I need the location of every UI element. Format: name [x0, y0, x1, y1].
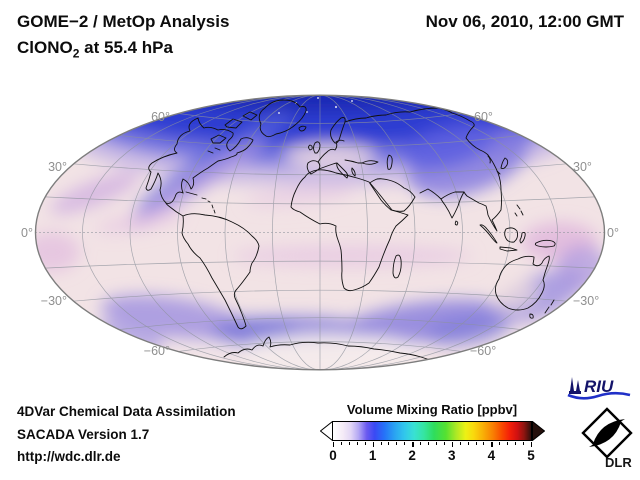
lat-label-0-right: 0°: [607, 226, 619, 240]
coastline-arabia: [369, 178, 416, 212]
dlr-emblem-icon: [581, 407, 633, 459]
colorbar-tick: [451, 442, 454, 447]
colorbar-tick: [443, 442, 445, 445]
lat-label-60n-left: 60°: [151, 110, 170, 124]
colorbar-tick: [372, 442, 374, 447]
colorbar-tick-label: 1: [368, 448, 377, 463]
footer-assimilation-label: 4DVar Chemical Data Assimilation: [17, 404, 236, 419]
pressure-level-label: at 55.4 hPa: [79, 38, 173, 57]
colorbar-tick-labels: 0 1 2 3 4 5: [329, 448, 535, 464]
colorbar-tick-label: 3: [448, 448, 456, 463]
riu-cathedral-icon: [569, 377, 581, 394]
dlr-logo: DLR: [581, 407, 633, 470]
lat-label-30s-right: −30°: [573, 294, 600, 308]
coastline-europe: [306, 117, 393, 179]
footer: 4DVar Chemical Data Assimilation SACADA …: [17, 401, 236, 469]
colorbar-left-arrow: [320, 421, 333, 441]
coastline-australia: [494, 255, 555, 319]
graticule-layer: [36, 95, 604, 370]
species-subscript: 2: [72, 46, 80, 61]
colorbar-tick: [388, 442, 390, 445]
colorbar-tick: [380, 442, 382, 445]
colorbar-tick: [475, 442, 477, 445]
coastline-antarctica: [223, 336, 434, 362]
colorbar-tick: [333, 442, 335, 447]
colorbar: Volume Mixing Ratio [ppbv] 0 1 2 3 4 5: [320, 402, 545, 474]
colorbar-tick: [515, 442, 517, 445]
species-name: ClONO: [17, 38, 73, 57]
lat-label-60n-right: 60°: [474, 110, 493, 124]
colorbar-tick: [404, 442, 406, 445]
coastlines-layer: [145, 99, 556, 362]
colorbar-right-arrow: [532, 421, 545, 441]
dlr-logo-text: DLR: [605, 455, 632, 470]
colorbar-gradient: [332, 421, 532, 441]
colorbar-tick: [523, 442, 525, 445]
colorbar-tick: [412, 442, 414, 447]
colorbar-tick: [483, 442, 485, 445]
colorbar-tick-label: 0: [329, 448, 337, 463]
riu-swoosh-icon: [567, 391, 631, 400]
lat-label-30n-left: 30°: [48, 160, 67, 174]
colorbar-tick: [420, 442, 422, 445]
polar-data-speckles: [278, 97, 353, 114]
colorbar-title: Volume Mixing Ratio [ppbv]: [346, 402, 518, 417]
colorbar-tick: [499, 442, 501, 445]
colorbar-tick: [459, 442, 461, 445]
coastline-africa: [290, 169, 409, 292]
coastline-greenland: [258, 99, 307, 138]
lat-label-60s-right: −60°: [470, 344, 497, 358]
coastline-indonesia: [479, 204, 556, 252]
colorbar-tick: [531, 442, 533, 447]
lat-label-30n-right: 30°: [573, 160, 592, 174]
map-boundary: [34, 94, 606, 371]
lat-label-30s-left: −30°: [40, 294, 67, 308]
lat-label-60s-left: −60°: [143, 344, 170, 358]
coastline-north-america: [145, 117, 254, 204]
colorbar-tick: [396, 442, 398, 445]
riu-logo-text: RIU: [584, 377, 614, 396]
footer-version-label: SACADA Version 1.7: [17, 426, 150, 442]
riu-logo: RIU: [567, 377, 631, 400]
lat-label-0-left: 0°: [21, 226, 33, 240]
species-subtitle: ClONO2 at 55.4 hPa: [17, 38, 173, 60]
colorbar-tick: [507, 442, 509, 445]
colorbar-tick: [428, 442, 430, 445]
footer-url: http://wdc.dlr.de: [17, 449, 121, 464]
colorbar-tick-label: 4: [487, 448, 496, 463]
colorbar-tick: [491, 442, 493, 447]
colorbar-tick-label: 5: [527, 448, 535, 463]
colorbar-tick: [467, 442, 469, 445]
page-title: GOME−2 / MetOp Analysis: [17, 12, 230, 31]
colorbar-right-arrow-shape: [532, 421, 545, 441]
coastline-south-america: [181, 213, 260, 330]
colorbar-left-arrow-shape: [320, 421, 333, 441]
colorbar-tick: [364, 442, 366, 445]
colorbar-tick-label: 2: [408, 448, 416, 463]
colorbar-ticks: [333, 442, 533, 448]
timestamp-label: Nov 06, 2010, 12:00 GMT: [425, 12, 624, 31]
mixing-ratio-field: [36, 95, 604, 370]
colorbar-tick: [435, 442, 437, 445]
colorbar-tick: [356, 442, 358, 445]
colorbar-tick: [348, 442, 350, 445]
colorbar-tick: [340, 442, 342, 445]
